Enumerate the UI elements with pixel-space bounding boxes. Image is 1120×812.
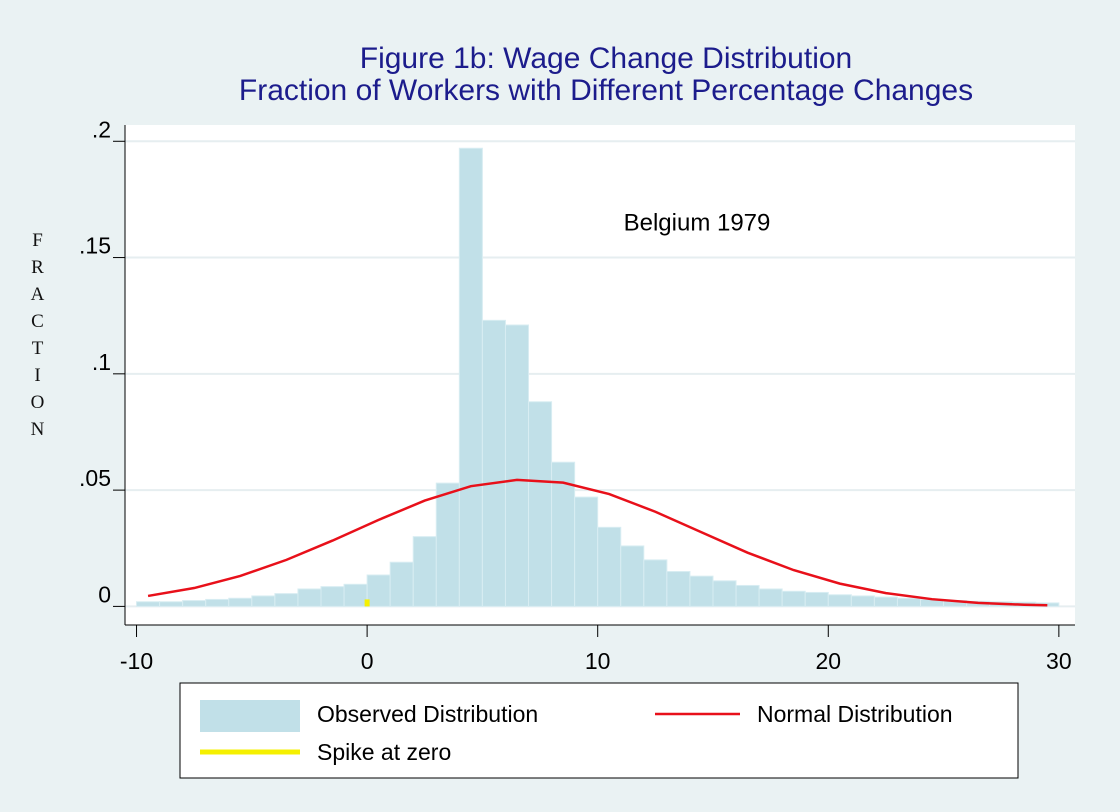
bar: [504, 324, 530, 607]
y-axis-label: FRACTION: [27, 230, 48, 446]
bar: [205, 598, 230, 607]
y-tick-label: .05: [79, 465, 111, 491]
bar: [758, 588, 783, 607]
bar: [620, 545, 645, 607]
bar: [389, 561, 414, 607]
y-tick-label: .15: [79, 233, 111, 259]
x-tick-label: 30: [1046, 648, 1072, 674]
x-tick-label: 10: [585, 648, 611, 674]
bar: [228, 597, 253, 607]
bar: [481, 319, 506, 607]
y-tick-label: 0: [98, 581, 111, 607]
bar: [412, 536, 437, 607]
bar: [666, 571, 691, 607]
x-tick-label: -10: [120, 648, 153, 674]
bar: [804, 591, 829, 607]
bar: [827, 594, 852, 607]
bar: [574, 496, 599, 607]
bar: [850, 595, 875, 607]
y-tick-label: .2: [92, 116, 111, 142]
y-tick-label: .1: [92, 349, 111, 375]
legend-label: Observed Distribution: [317, 701, 538, 727]
bar: [873, 596, 898, 607]
bar: [528, 401, 553, 607]
bar: [136, 601, 161, 607]
bar: [274, 593, 299, 607]
bar: [735, 584, 760, 607]
bar: [159, 601, 184, 607]
normal-curve: [147, 478, 1048, 607]
legend-label: Spike at zero: [317, 739, 451, 765]
legend-label: Normal Distribution: [757, 701, 953, 727]
bar: [435, 482, 460, 607]
bar: [597, 526, 622, 607]
bar: [251, 595, 276, 607]
bar: [366, 574, 391, 607]
bar: [712, 580, 737, 607]
bar: [458, 147, 483, 607]
bar: [182, 600, 207, 607]
annotation: Belgium 1979: [624, 209, 771, 236]
bar: [297, 588, 322, 607]
bar: [781, 590, 806, 607]
bar: [689, 575, 714, 607]
bar: [896, 597, 922, 607]
bar: [643, 559, 668, 607]
legend-swatch: [200, 700, 300, 732]
chart-title: Figure 1b: Wage Change Distribution: [360, 42, 852, 75]
legend-box: [179, 682, 1019, 779]
x-tick-label: 0: [361, 648, 374, 674]
bar: [320, 586, 345, 607]
bar: [343, 583, 368, 607]
x-tick-label: 20: [815, 648, 841, 674]
chart-subtitle: Fraction of Workers with Different Perce…: [239, 74, 973, 107]
